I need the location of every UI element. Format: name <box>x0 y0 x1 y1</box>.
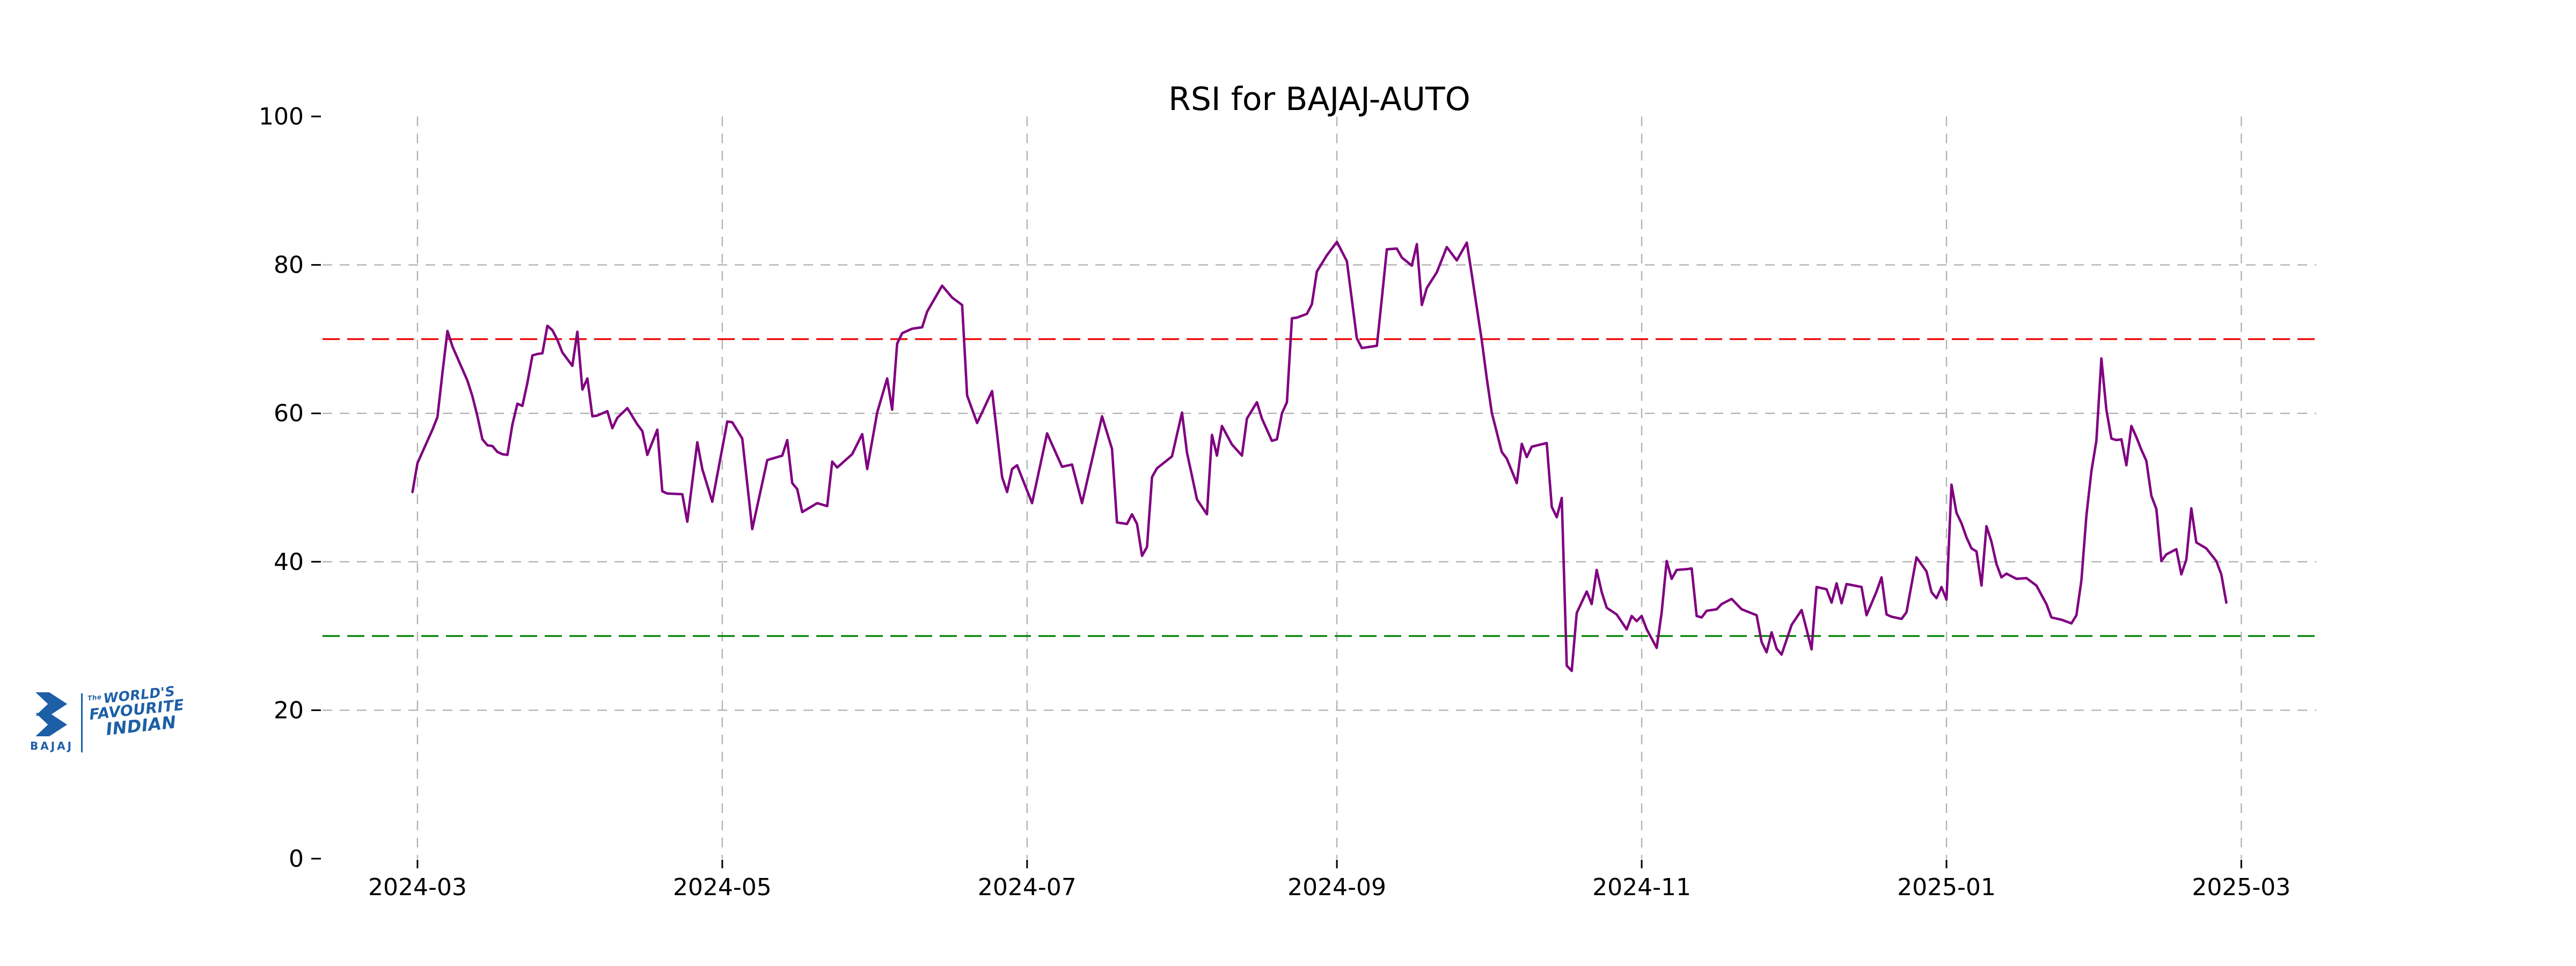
y-tick-label: 60 <box>274 400 304 427</box>
x-tick-label: 2024-05 <box>673 874 772 901</box>
tagline-the: The <box>87 693 103 702</box>
x-tick-label: 2025-03 <box>2192 874 2290 901</box>
y-tick-label: 80 <box>274 252 304 279</box>
x-axis: 2024-03 2024-05 2024-07 2024-09 2024-11 2025-… <box>368 860 2290 901</box>
bajaj-wordmark: BAJAJ <box>30 740 74 752</box>
y-tick-label: 100 <box>259 103 304 130</box>
x-tick-label: 2024-03 <box>368 874 467 901</box>
x-tick-label: 2024-11 <box>1592 874 1691 901</box>
logo-divider <box>81 693 83 752</box>
y-tick-label: 40 <box>274 548 304 576</box>
rsi-line <box>411 240 2228 672</box>
logo-tagline: TheWORLD'S FAVOURITE INDIAN <box>87 683 188 752</box>
x-tick-label: 2024-09 <box>1287 874 1386 901</box>
bajaj-b-icon <box>35 692 67 736</box>
grid-lines <box>323 116 2316 859</box>
bajaj-logo-left: BAJAJ <box>30 692 74 752</box>
y-tick-label: 20 <box>274 697 304 724</box>
bajaj-logo: BAJAJ TheWORLD'S FAVOURITE INDIAN <box>30 683 186 752</box>
chart-title: RSI for BAJAJ-AUTO <box>1168 80 1470 118</box>
y-tick-label: 0 <box>289 845 304 873</box>
x-tick-label: 2025-01 <box>1897 874 1996 901</box>
x-tick-label: 2024-07 <box>978 874 1077 901</box>
y-axis: 0 20 40 60 80 100 <box>259 103 321 873</box>
